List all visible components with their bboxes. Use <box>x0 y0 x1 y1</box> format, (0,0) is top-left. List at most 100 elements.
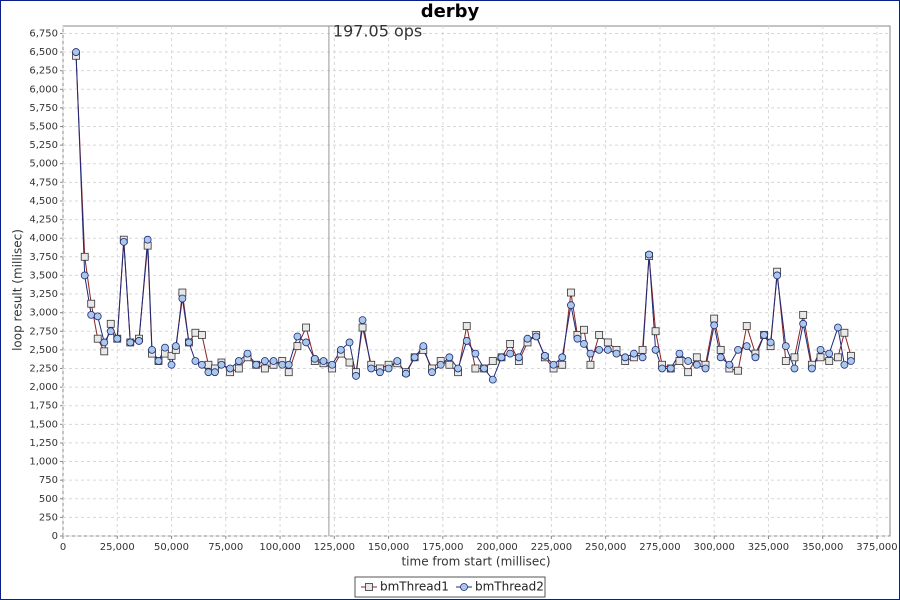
point <box>692 353 701 362</box>
point <box>119 238 128 246</box>
x-tick-label: 75,000 <box>208 542 243 553</box>
point <box>675 349 684 358</box>
point <box>80 271 89 280</box>
point <box>328 360 337 369</box>
point <box>234 357 243 365</box>
point <box>93 312 102 321</box>
point <box>106 327 115 336</box>
point <box>540 351 549 360</box>
point <box>595 331 604 339</box>
annotation: 197.05 ops <box>333 22 422 41</box>
point <box>302 323 311 332</box>
y-tick-label: 6,250 <box>29 66 58 77</box>
x-tick-label: 350,000 <box>802 542 843 553</box>
point <box>790 364 799 373</box>
point <box>751 353 760 362</box>
point <box>393 357 402 365</box>
point <box>148 345 156 354</box>
point <box>781 357 790 365</box>
x-tick-label: 150,000 <box>368 542 409 553</box>
point <box>471 364 480 373</box>
point <box>93 334 102 343</box>
y-tick-label: 5,500 <box>29 122 58 133</box>
x-tick-label: 50,000 <box>154 542 189 553</box>
point <box>781 342 790 351</box>
point <box>834 323 842 332</box>
plot-area <box>62 25 891 537</box>
point <box>603 345 612 354</box>
point <box>825 349 834 358</box>
point <box>658 364 666 373</box>
x-tick-label: 125,000 <box>314 542 355 553</box>
point <box>603 338 612 347</box>
point <box>358 316 367 324</box>
y-tick-label: 4,250 <box>29 215 58 226</box>
point <box>734 345 742 354</box>
point <box>580 340 588 348</box>
point <box>638 353 647 362</box>
point <box>488 375 497 384</box>
point <box>629 349 638 358</box>
point <box>580 325 588 334</box>
y-tick-label: 500 <box>39 494 58 505</box>
point <box>319 357 328 365</box>
point <box>198 331 206 339</box>
point <box>462 337 471 345</box>
point <box>621 353 630 362</box>
point <box>154 357 163 365</box>
y-tick-label: 2,750 <box>29 326 58 337</box>
y-tick-label: 250 <box>39 512 58 523</box>
point <box>234 364 243 373</box>
point <box>302 338 311 347</box>
point <box>816 345 825 354</box>
point <box>573 334 582 343</box>
point <box>436 360 445 369</box>
x-tick-label: 175,000 <box>422 542 463 553</box>
point <box>847 357 855 365</box>
point <box>684 357 693 365</box>
y-tick-label: 4,500 <box>29 196 58 207</box>
point <box>445 353 454 362</box>
y-tick-label: 1,250 <box>29 438 58 449</box>
legend-label: bmThread1 <box>380 580 449 594</box>
y-tick-label: 750 <box>39 475 58 486</box>
y-tick-label: 2,250 <box>29 363 58 374</box>
x-tick-label: 275,000 <box>639 542 680 553</box>
point <box>204 368 213 377</box>
point <box>506 349 515 358</box>
point <box>126 338 135 347</box>
point <box>692 360 701 369</box>
point <box>701 364 710 373</box>
point <box>293 332 302 341</box>
point <box>716 345 725 354</box>
point <box>558 360 567 369</box>
point <box>72 48 80 56</box>
point <box>198 360 206 369</box>
point <box>184 338 193 347</box>
point <box>807 364 816 373</box>
y-tick-label: 3,750 <box>29 252 58 263</box>
legend-label: bmThread2 <box>475 580 544 594</box>
y-tick-label: 6,500 <box>29 47 58 58</box>
y-tick-label: 2,500 <box>29 345 58 356</box>
point <box>567 301 575 310</box>
point <box>428 368 436 377</box>
point <box>419 342 428 351</box>
point <box>454 364 462 373</box>
legend-marker <box>460 583 468 591</box>
point <box>488 357 497 365</box>
point <box>651 327 660 336</box>
point <box>734 366 742 375</box>
point <box>345 338 354 347</box>
point <box>106 319 115 328</box>
point <box>638 345 647 354</box>
point <box>243 349 252 358</box>
point <box>790 353 799 362</box>
x-tick-label: 200,000 <box>476 542 517 553</box>
y-tick-label: 3,500 <box>29 270 58 281</box>
x-tick-label: 300,000 <box>694 542 735 553</box>
point <box>211 368 219 377</box>
point <box>100 338 109 347</box>
point <box>260 357 269 365</box>
point <box>716 353 725 362</box>
